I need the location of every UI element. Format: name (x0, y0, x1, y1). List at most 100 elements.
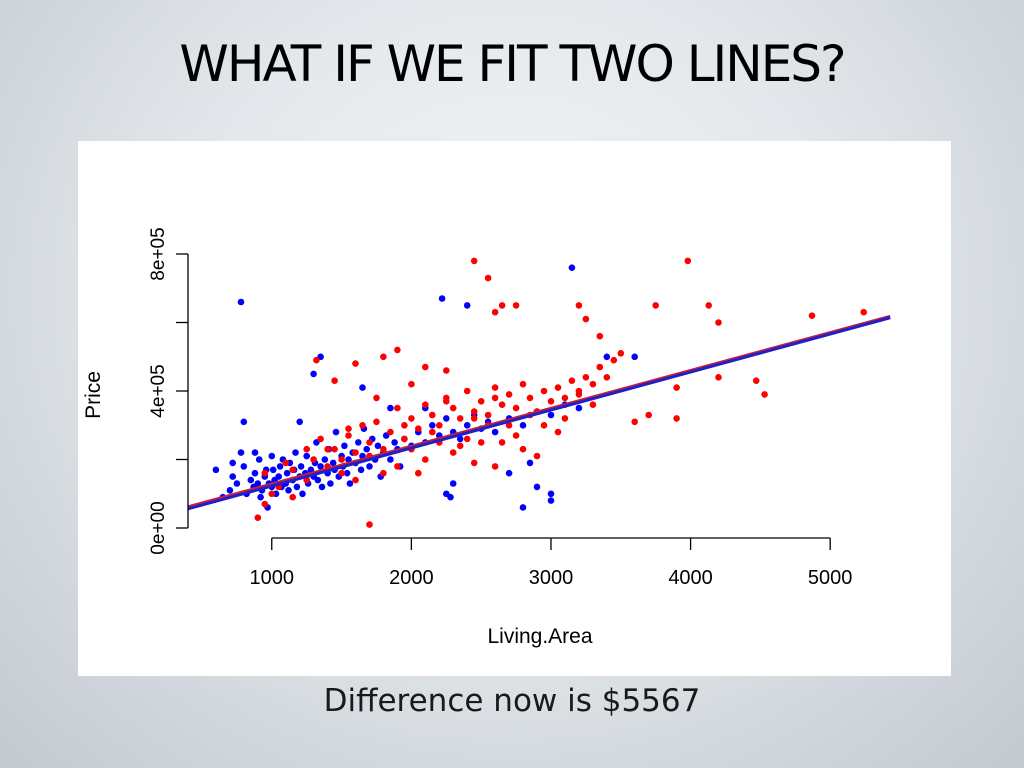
data-point (324, 445, 331, 453)
data-point (331, 445, 338, 453)
data-point (603, 353, 611, 361)
data-point (575, 391, 583, 398)
data-point (715, 374, 722, 381)
data-point (343, 469, 351, 477)
data-point (314, 476, 322, 484)
data-point (610, 356, 618, 364)
data-point (345, 425, 352, 433)
x-tick-label: 4000 (668, 567, 713, 589)
data-point (310, 456, 317, 463)
data-point (257, 493, 264, 501)
x-tick-label: 1000 (250, 567, 295, 589)
data-point (387, 404, 394, 412)
data-point (289, 466, 296, 474)
data-point (299, 490, 306, 498)
data-point (422, 456, 429, 463)
data-points (212, 257, 867, 528)
data-point (429, 411, 436, 419)
data-point (332, 428, 340, 436)
data-point (341, 442, 348, 450)
data-point (443, 490, 450, 498)
data-point (491, 428, 499, 436)
data-point (391, 439, 398, 446)
data-point (318, 483, 326, 491)
data-point (285, 487, 292, 494)
data-point (233, 480, 241, 487)
data-point (268, 490, 276, 498)
data-point (491, 384, 499, 391)
x-tick-label: 2000 (389, 567, 434, 589)
data-point (345, 432, 352, 439)
fit-line (187, 316, 891, 511)
data-point (293, 483, 301, 491)
data-point (261, 469, 269, 477)
data-point (470, 408, 478, 415)
data-point (366, 521, 373, 528)
data-point (575, 302, 583, 309)
data-point (470, 459, 478, 467)
data-point (526, 394, 534, 402)
data-point (505, 469, 513, 477)
data-point (484, 274, 492, 282)
data-point (547, 497, 555, 504)
data-point (355, 439, 362, 446)
data-point (276, 463, 284, 470)
data-point (561, 394, 569, 402)
y-tick-label: 0e+00 (148, 501, 169, 554)
data-point (652, 302, 659, 309)
data-point (296, 418, 303, 426)
data-point (596, 332, 604, 340)
data-point (761, 391, 768, 398)
data-point (645, 411, 652, 419)
data-point (470, 257, 478, 265)
data-point (443, 415, 450, 422)
data-point (254, 514, 262, 521)
data-point (491, 463, 499, 470)
data-point (617, 350, 625, 357)
data-point (603, 374, 611, 381)
data-point (251, 469, 259, 477)
data-point (366, 463, 373, 470)
data-point (352, 476, 359, 484)
slide-caption: Difference now is $5567 (323, 683, 701, 719)
data-point (582, 315, 590, 323)
data-point (269, 466, 277, 474)
data-point (237, 449, 245, 456)
data-point (463, 422, 471, 429)
x-tick-label: 5000 (808, 567, 853, 589)
data-point (415, 469, 422, 477)
data-point (456, 415, 464, 422)
data-point (526, 459, 534, 467)
y-tick-label: 8e+05 (148, 227, 169, 280)
data-point (212, 466, 220, 474)
data-point (268, 452, 276, 460)
scatter-plot: 0e+00 4e+05 8e+05 1000 2000 3000 4000 5000 Livi… (82, 227, 891, 648)
data-point (860, 308, 867, 316)
data-point (422, 363, 429, 371)
data-point (338, 456, 345, 463)
data-point (327, 480, 334, 487)
data-point (229, 459, 236, 467)
data-point (292, 449, 299, 456)
data-point (359, 422, 366, 429)
data-point (317, 435, 324, 443)
data-point (547, 411, 555, 419)
data-point (477, 398, 485, 405)
data-point (491, 308, 499, 316)
data-point (673, 384, 680, 391)
data-point (422, 401, 429, 409)
data-point (505, 391, 513, 398)
data-point (477, 439, 485, 446)
data-point (289, 493, 296, 501)
data-point (684, 257, 692, 265)
data-point (808, 312, 816, 319)
data-point (297, 463, 305, 470)
data-point (470, 415, 478, 422)
y-axis-label: Price (82, 371, 105, 419)
data-point (491, 394, 499, 402)
data-point (540, 422, 548, 429)
data-point (449, 480, 457, 487)
data-point (283, 469, 291, 477)
data-point (329, 459, 337, 467)
data-point (429, 422, 436, 429)
